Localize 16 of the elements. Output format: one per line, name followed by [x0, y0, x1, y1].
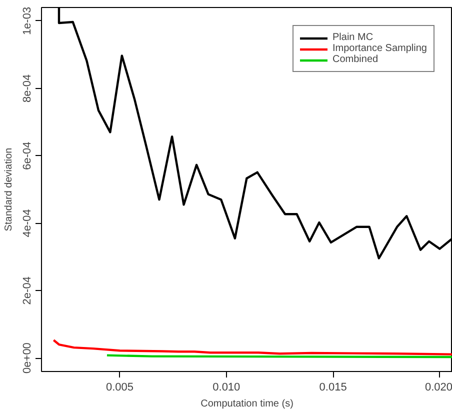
x-tick-label: 0.005 [106, 382, 134, 394]
legend-label: Plain MC [332, 32, 374, 43]
line-series [52, 339, 452, 356]
legend-label: Combined [332, 54, 378, 65]
x-axis-title: Computation time (s) [200, 398, 294, 410]
y-tick-label: 0e+00 [22, 342, 34, 374]
x-tick-label: 0.010 [212, 382, 240, 394]
x-tick-label: 0.015 [319, 382, 347, 394]
x-tick-label: 0.020 [424, 382, 452, 394]
y-tick-label: 4e-04 [22, 209, 34, 238]
y-tick-label: 8e-04 [22, 74, 34, 102]
y-axis-title: Standard deviation [4, 148, 14, 232]
y-tick-label: 2e-04 [22, 276, 34, 305]
y-tick-label: 6e-04 [22, 142, 34, 170]
legend-label: Importance Sampling [332, 43, 427, 54]
y-tick-label: 1e-03 [22, 6, 34, 36]
